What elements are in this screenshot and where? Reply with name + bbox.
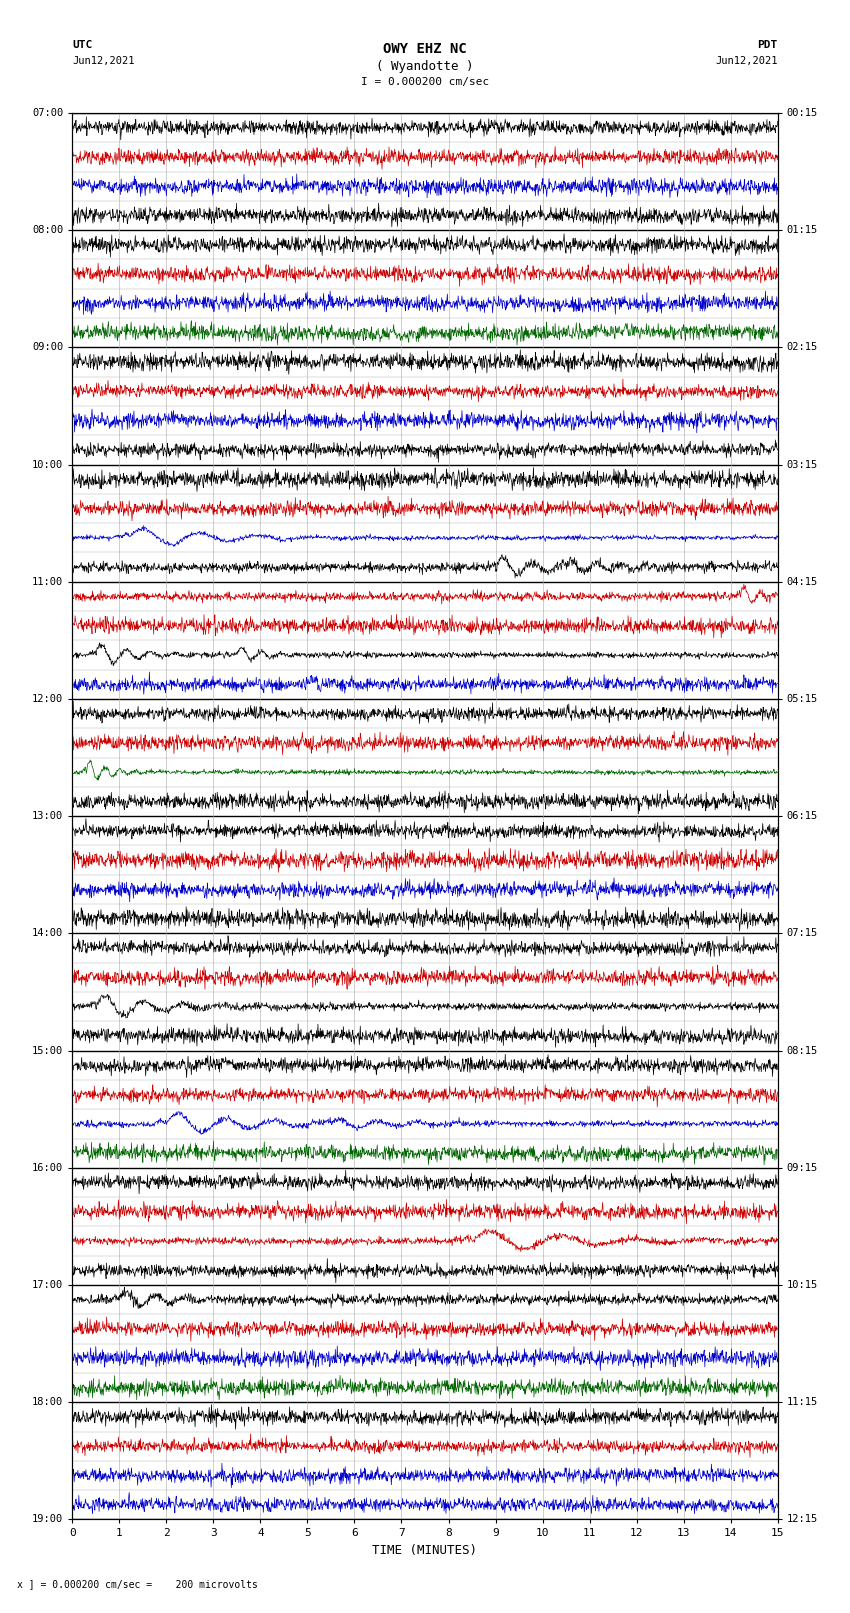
Text: Jun12,2021: Jun12,2021 bbox=[72, 56, 135, 66]
X-axis label: TIME (MINUTES): TIME (MINUTES) bbox=[372, 1544, 478, 1557]
Text: Jun12,2021: Jun12,2021 bbox=[715, 56, 778, 66]
Text: I = 0.000200 cm/sec: I = 0.000200 cm/sec bbox=[361, 77, 489, 87]
Text: x ] = 0.000200 cm/sec =    200 microvolts: x ] = 0.000200 cm/sec = 200 microvolts bbox=[17, 1579, 258, 1589]
Text: OWY EHZ NC: OWY EHZ NC bbox=[383, 42, 467, 56]
Text: PDT: PDT bbox=[757, 40, 778, 50]
Text: UTC: UTC bbox=[72, 40, 93, 50]
Text: ( Wyandotte ): ( Wyandotte ) bbox=[377, 60, 473, 73]
